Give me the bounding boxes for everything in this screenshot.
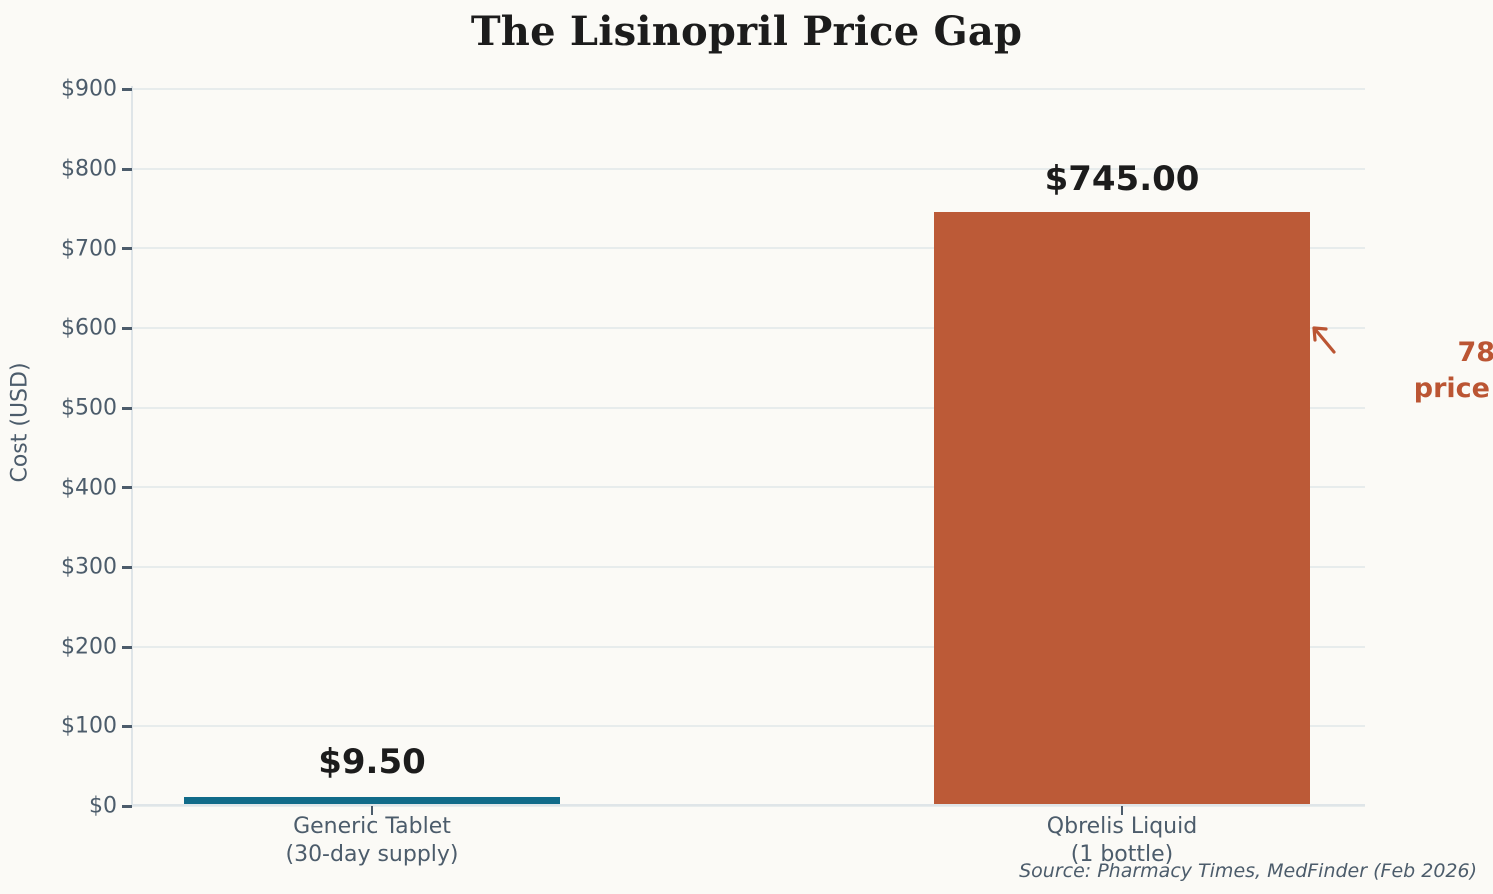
gridline-900	[133, 88, 1365, 90]
y-tick-mark-900	[122, 88, 132, 91]
x-axis-spine	[133, 804, 1365, 806]
y-axis-title: Cost (USD)	[7, 362, 33, 483]
bar-value-generic-tablet: $9.50	[318, 742, 426, 782]
y-tick-mark-100	[122, 725, 132, 729]
y-tick-mark-600	[122, 327, 132, 330]
x-tick-mark-qbrelis-liquid	[1121, 806, 1123, 815]
y-axis-spine	[131, 86, 133, 807]
annotation-line-1: 78x	[1457, 337, 1493, 368]
y-tick-label-100: $100	[61, 713, 117, 739]
x-tick-mark-generic-tablet	[371, 806, 373, 815]
y-tick-mark-0	[122, 805, 132, 808]
gridline-400	[133, 486, 1365, 489]
y-tick-label-700: $700	[61, 236, 117, 261]
gridline-700	[133, 247, 1365, 250]
x-tick-label-line1: Generic Tablet	[293, 814, 451, 839]
y-tick-label-0: $0	[89, 793, 117, 819]
bar-generic-tablet[interactable]	[184, 797, 560, 805]
x-tick-label-line2: (1 bottle)	[1070, 842, 1174, 868]
price-gap-annotation: 78x price gap	[1335, 335, 1493, 406]
source-note: Source: Pharmacy Times, MedFinder (Feb 2…	[1019, 860, 1477, 882]
y-tick-mark-400	[122, 486, 132, 490]
gridline-800	[133, 167, 1365, 170]
y-tick-label-800: $800	[61, 156, 117, 182]
x-tick-label-generic-tablet: Generic Tablet (30-day supply)	[285, 813, 458, 869]
page-title: The Lisinopril Price Gap	[470, 8, 1023, 55]
gridline-200	[133, 645, 1365, 648]
y-tick-label-600: $600	[61, 315, 117, 341]
bar-qbrelis-liquid[interactable]	[934, 211, 1310, 805]
y-tick-mark-300	[122, 566, 132, 569]
plot-area	[133, 88, 1365, 807]
y-tick-mark-800	[122, 167, 132, 171]
x-tick-label-line1: Qbrelis Liquid	[1046, 814, 1198, 839]
y-tick-mark-700	[122, 247, 132, 251]
gridline-100	[133, 725, 1365, 728]
y-tick-mark-500	[122, 406, 132, 410]
bar-value-qbrelis-liquid: $745.00	[1044, 159, 1200, 199]
y-tick-mark-200	[122, 645, 132, 649]
annotation-line-2: price gap	[1413, 372, 1493, 404]
y-tick-label-300: $300	[61, 554, 117, 580]
x-tick-label-line2: (30-day supply)	[285, 842, 459, 868]
annotation-arrow-icon	[1312, 326, 1336, 354]
gridline-0	[133, 805, 1365, 807]
y-tick-label-900: $900	[61, 76, 117, 102]
y-tick-label-500: $500	[61, 395, 117, 421]
x-tick-label-qbrelis-liquid: Qbrelis Liquid (1 bottle)	[1047, 813, 1197, 869]
gridline-300	[133, 566, 1365, 568]
y-tick-label-200: $200	[61, 634, 117, 659]
y-tick-label-400: $400	[61, 475, 117, 500]
gridline-600	[133, 327, 1365, 329]
gridline-500	[133, 406, 1365, 409]
